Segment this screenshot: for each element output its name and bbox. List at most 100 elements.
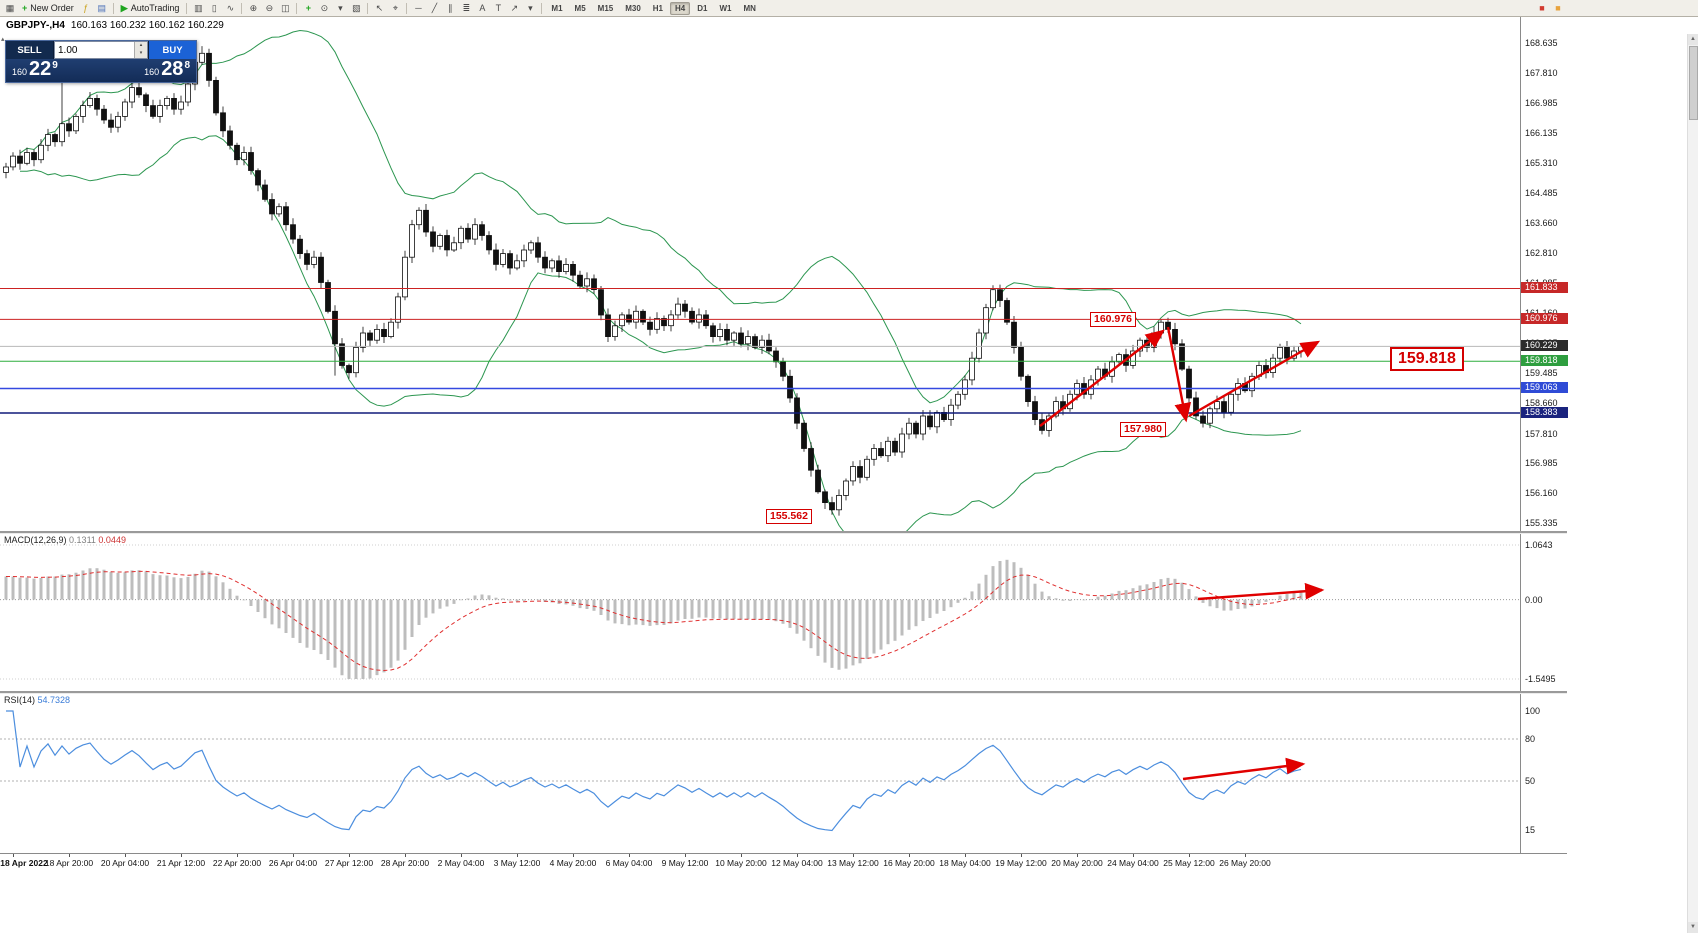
price-axis[interactable]: 168.635 167.810 166.985 166.135 165.310 164.4…	[1520, 17, 1568, 853]
tile-windows-icon[interactable]: ◫	[281, 2, 290, 13]
timeframe-button-mn[interactable]: MN	[743, 3, 756, 13]
line-chart-icon[interactable]: ∿	[226, 2, 235, 13]
arrows-tool-icon[interactable]: ↗	[510, 2, 519, 13]
vertical-scrollbar[interactable]: ▲ ▼	[1687, 34, 1698, 933]
time-axis-label: 20 Apr 04:00	[100, 858, 150, 868]
macd-indicator-label: MACD(12,26,9) 0.1311 0.0449	[4, 535, 126, 545]
bar-chart-icon[interactable]: ▥	[194, 2, 203, 13]
buy-price[interactable]: 160 28 8	[144, 59, 190, 79]
new-order-icon: +	[22, 3, 28, 13]
sell-price[interactable]: 160 22 9	[12, 59, 58, 79]
bollinger-upper-band	[19, 29, 1302, 404]
timeframe-button-h1[interactable]: H1	[652, 3, 664, 13]
timeframe-button-m15[interactable]: M15	[597, 3, 614, 13]
timeframe-button-d1[interactable]: D1	[697, 3, 708, 13]
fibonacci-icon[interactable]: ≣	[462, 2, 471, 13]
price-annotation[interactable]: 159.818	[1390, 347, 1464, 371]
chevron-down-icon[interactable]: ▾	[338, 2, 343, 13]
symbol-period-label: GBPJPY-,H4	[6, 20, 65, 31]
add-indicator-icon[interactable]: +	[305, 3, 312, 13]
candlestick-chart[interactable]	[0, 17, 1520, 531]
price-axis-label: 164.485	[1525, 188, 1558, 198]
price-chart-pane[interactable]: GBPJPY-,H4 160.163 160.232 160.162 160.22…	[0, 17, 1520, 531]
new-chart-icon[interactable]: ▦	[5, 2, 15, 13]
sell-button[interactable]: SELL	[6, 41, 54, 59]
trend-arrow[interactable]	[1039, 329, 1165, 427]
time-axis-label: 26 Apr 04:00	[268, 858, 318, 868]
oneclick-collapse-arrow[interactable]: ▴	[1, 36, 5, 43]
time-axis-label: 13 May 12:00	[827, 858, 879, 868]
pane-splitter[interactable]	[0, 691, 1567, 694]
volume-input[interactable]	[55, 42, 134, 58]
timeframe-button-m1[interactable]: M1	[551, 3, 563, 13]
candlestick-icon[interactable]: ▯	[211, 2, 217, 13]
price-axis-label: 165.310	[1525, 158, 1558, 168]
chart-window-orange-icon[interactable]: ■	[1555, 3, 1561, 13]
macd-chart[interactable]	[0, 533, 1520, 691]
rsi-pane[interactable]: RSI(14) 54.7328	[0, 693, 1520, 853]
rsi-chart[interactable]	[0, 693, 1520, 853]
time-axis-label: 3 May 12:00	[493, 858, 541, 868]
scroll-up-arrow[interactable]: ▲	[1688, 34, 1698, 45]
crosshair-icon[interactable]: ⌖	[392, 2, 398, 13]
market-watch-icon[interactable]: ▤	[97, 2, 107, 13]
price-line-tag: 161.833	[1521, 282, 1568, 293]
timeframe-button-m5[interactable]: M5	[574, 3, 586, 13]
toolbar-separator	[241, 2, 243, 14]
time-axis-label: 2 May 04:00	[437, 858, 485, 868]
volume-down-arrow[interactable]: ▾	[135, 50, 147, 58]
price-axis-label: 156.985	[1525, 458, 1558, 468]
time-axis-tick	[1077, 854, 1078, 857]
period-icon[interactable]: ⊙	[320, 2, 329, 13]
scrollbar-thumb[interactable]	[1689, 46, 1698, 120]
volume-up-arrow[interactable]: ▴	[135, 42, 147, 50]
text-icon[interactable]: A	[479, 3, 486, 13]
volume-stepper: ▴ ▾	[54, 41, 148, 59]
channel-icon[interactable]: ∥	[448, 2, 453, 13]
buy-button[interactable]: BUY	[148, 41, 196, 59]
time-axis-label: 18 May 04:00	[939, 858, 991, 868]
buy-price-pip: 8	[184, 60, 190, 71]
price-annotation[interactable]: 160.976	[1090, 312, 1136, 327]
time-axis-label: 9 May 12:00	[661, 858, 709, 868]
arrows-dropdown-icon[interactable]: ▾	[528, 2, 533, 13]
timeframe-button-m30[interactable]: M30	[625, 3, 641, 13]
rsi-axis-label: 80	[1525, 734, 1536, 744]
time-axis-tick	[125, 854, 126, 857]
trend-arrow[interactable]	[1166, 326, 1192, 423]
horizontal-line-icon[interactable]: ─	[415, 3, 422, 13]
trend-arrow[interactable]	[1197, 582, 1325, 601]
sell-price-prefix: 160	[12, 67, 28, 77]
rsi-axis-label: 50	[1525, 776, 1536, 786]
timeframe-button-w1[interactable]: W1	[719, 3, 732, 13]
time-axis-label: 12 May 04:00	[771, 858, 823, 868]
time-axis-tick	[573, 854, 574, 857]
time-axis[interactable]: 18 Apr 2022 18 Apr 20:00 20 Apr 04:00 21 Ap…	[0, 853, 1567, 872]
trend-arrow[interactable]	[1182, 757, 1306, 781]
zoom-in-icon[interactable]: ⊕	[249, 2, 258, 13]
timeframe-button-h4[interactable]: H4	[670, 1, 691, 15]
chart-window-red-icon[interactable]: ■	[1539, 3, 1545, 13]
text-label-icon[interactable]: T	[495, 3, 502, 13]
time-axis-tick	[741, 854, 742, 857]
rsi-label: RSI(14)	[4, 695, 36, 705]
experts-icon[interactable]: ƒ	[83, 3, 89, 13]
templates-icon[interactable]: ▧	[352, 2, 361, 13]
pane-splitter[interactable]	[0, 531, 1567, 534]
macd-label: MACD(12,26,9)	[4, 535, 67, 545]
zoom-out-icon[interactable]: ⊖	[265, 2, 274, 13]
new-order-button[interactable]: + New Order	[18, 1, 78, 15]
autotrading-button[interactable]: ▶ AutoTrading	[117, 1, 184, 15]
trend-arrow[interactable]	[1188, 340, 1321, 418]
trendline-icon[interactable]: ╱	[431, 2, 438, 13]
chart-header: GBPJPY-,H4 160.163 160.232 160.162 160.22…	[6, 20, 224, 31]
macd-pane[interactable]: MACD(12,26,9) 0.1311 0.0449	[0, 533, 1520, 691]
scroll-down-arrow[interactable]: ▼	[1688, 922, 1698, 933]
cursor-icon[interactable]: ↖	[375, 2, 384, 13]
time-axis-tick	[853, 854, 854, 857]
price-annotation[interactable]: 157.980	[1120, 422, 1166, 437]
time-axis-tick	[69, 854, 70, 857]
time-axis-tick	[237, 854, 238, 857]
time-axis-tick	[461, 854, 462, 857]
price-annotation[interactable]: 155.562	[766, 509, 812, 524]
